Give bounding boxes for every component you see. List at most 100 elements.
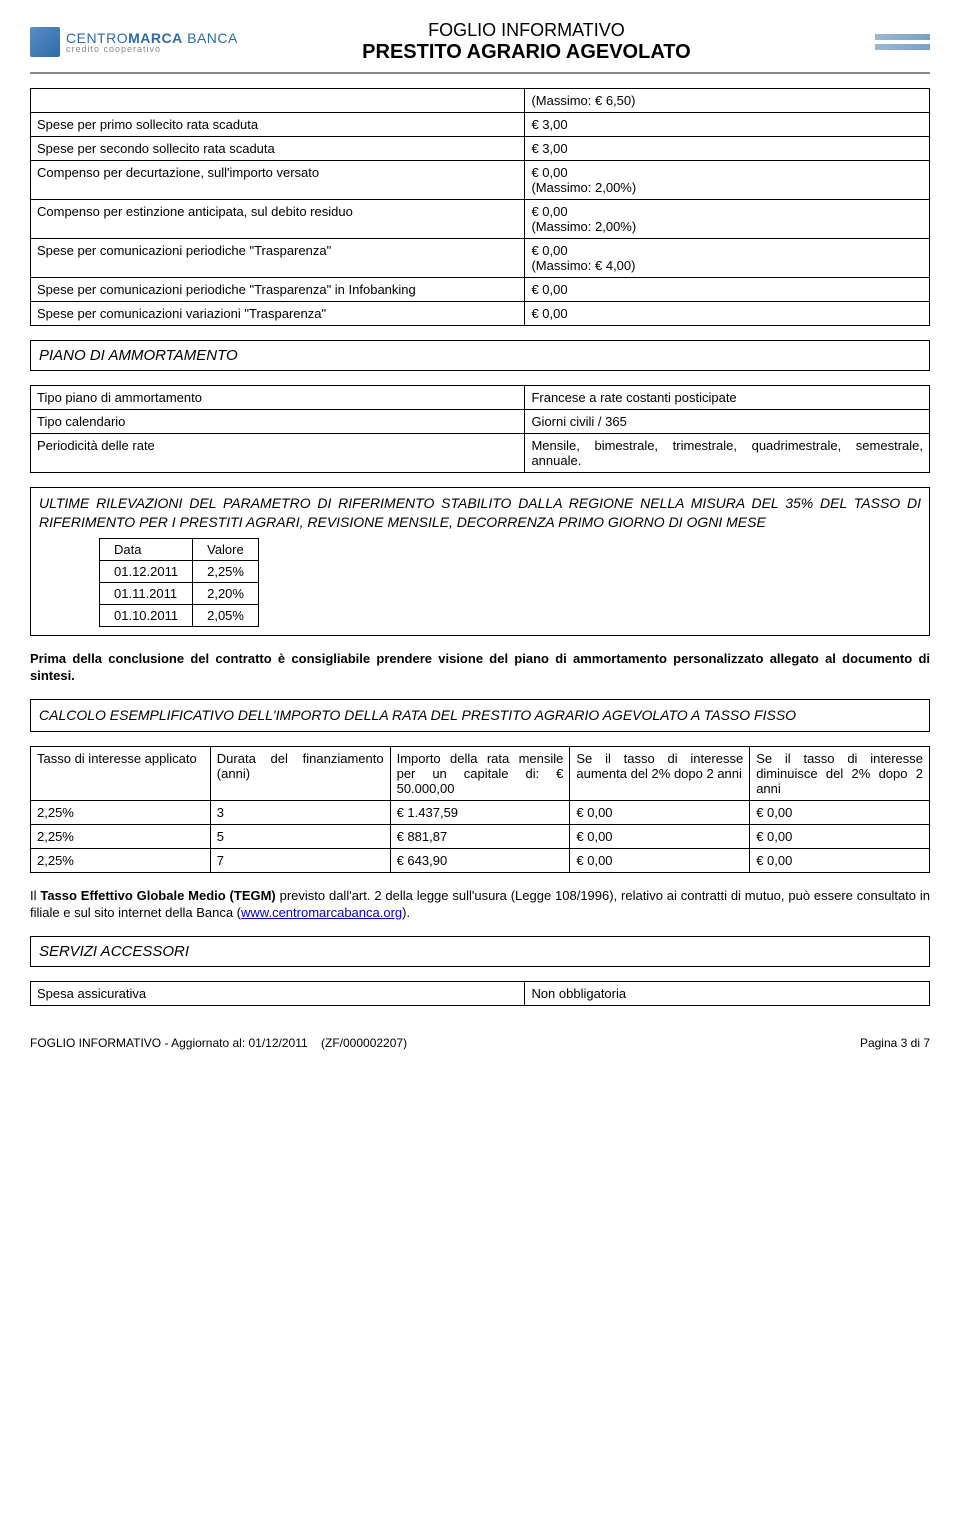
calc-cell: € 0,00 (750, 824, 930, 848)
fee-value: € 3,00 (525, 113, 930, 137)
table-row: Compenso per estinzione anticipata, sul … (31, 200, 930, 239)
calc-cell: € 643,90 (390, 848, 570, 872)
value-cell: 2,20% (193, 582, 259, 604)
logo-icon (30, 27, 60, 57)
table-row: 2,25%5€ 881,87€ 0,00€ 0,00 (31, 824, 930, 848)
fee-value: € 0,00 (Massimo: € 4,00) (525, 239, 930, 278)
fee-value: € 0,00 (Massimo: 2,00%) (525, 200, 930, 239)
column-header: Data (100, 538, 193, 560)
page-header: CENTROMARCA BANCA credito cooperativo FO… (30, 20, 930, 74)
rilevazioni-box: ULTIME RILEVAZIONI DEL PARAMETRO DI RIFE… (30, 487, 930, 636)
table-row: Spese per secondo sollecito rata scaduta… (31, 137, 930, 161)
calc-cell: € 0,00 (570, 800, 750, 824)
column-header: Se il tasso di interesse diminuisce del … (750, 746, 930, 800)
rilevazioni-table: DataValore01.12.20112,25%01.11.20112,20%… (99, 538, 259, 627)
fee-label: Spese per comunicazioni periodiche "Tras… (31, 239, 525, 278)
fee-label: Spese per primo sollecito rata scaduta (31, 113, 525, 137)
table-row: Compenso per decurtazione, sull'importo … (31, 161, 930, 200)
piano-table: Tipo piano di ammortamentoFrancese a rat… (30, 385, 930, 473)
calc-cell: € 1.437,59 (390, 800, 570, 824)
tegm-after: ). (402, 905, 410, 920)
table-row: 2,25%3€ 1.437,59€ 0,00€ 0,00 (31, 800, 930, 824)
table-row: (Massimo: € 6,50) (31, 89, 930, 113)
piano-title-box: PIANO DI AMMORTAMENTO (30, 340, 930, 371)
title-main: PRESTITO AGRARIO AGEVOLATO (362, 41, 691, 64)
table-row: 01.11.20112,20% (100, 582, 259, 604)
calc-box: CALCOLO ESEMPLIFICATIVO DELL'IMPORTO DEL… (30, 699, 930, 732)
piano-label: Periodicità delle rate (31, 434, 525, 473)
piano-title: PIANO DI AMMORTAMENTO (39, 347, 921, 364)
column-header: Importo della rata mensile per un capita… (390, 746, 570, 800)
calc-cell: € 0,00 (750, 848, 930, 872)
fee-value: € 0,00 (525, 278, 930, 302)
table-row: 01.12.20112,25% (100, 560, 259, 582)
value-cell: 2,25% (193, 560, 259, 582)
calc-cell: € 0,00 (750, 800, 930, 824)
table-row: Spese per comunicazioni variazioni "Tras… (31, 302, 930, 326)
value-cell: 2,05% (193, 604, 259, 626)
fee-label: Spese per secondo sollecito rata scaduta (31, 137, 525, 161)
fee-label: Compenso per estinzione anticipata, sul … (31, 200, 525, 239)
advice-text: Prima della conclusione del contratto è … (30, 650, 930, 685)
logo: CENTROMARCA BANCA credito cooperativo (30, 27, 238, 57)
document-title: FOGLIO INFORMATIVO PRESTITO AGRARIO AGEV… (362, 20, 691, 64)
header-decoration (875, 34, 930, 50)
calc-cell: € 0,00 (570, 848, 750, 872)
fee-value: € 0,00 (Massimo: 2,00%) (525, 161, 930, 200)
column-header: Valore (193, 538, 259, 560)
table-row: 01.10.20112,05% (100, 604, 259, 626)
title-top: FOGLIO INFORMATIVO (362, 20, 691, 41)
calc-table: Tasso di interesse applicatoDurata del f… (30, 746, 930, 873)
date-cell: 01.12.2011 (100, 560, 193, 582)
fee-label: Compenso per decurtazione, sull'importo … (31, 161, 525, 200)
table-row: Tasso di interesse applicatoDurata del f… (31, 746, 930, 800)
calc-cell: 2,25% (31, 800, 211, 824)
fee-label: Spese per comunicazioni variazioni "Tras… (31, 302, 525, 326)
tegm-prefix: Il (30, 888, 40, 903)
footer-mid: (ZF/000002207) (321, 1036, 407, 1050)
table-row: Periodicità delle rateMensile, bimestral… (31, 434, 930, 473)
table-row: 2,25%7€ 643,90€ 0,00€ 0,00 (31, 848, 930, 872)
fee-value: € 3,00 (525, 137, 930, 161)
rilevazioni-text: ULTIME RILEVAZIONI DEL PARAMETRO DI RIFE… (39, 494, 921, 532)
fee-label: Spese per comunicazioni periodiche "Tras… (31, 278, 525, 302)
calc-cell: 3 (210, 800, 390, 824)
piano-value: Giorni civili / 365 (525, 410, 930, 434)
column-header: Se il tasso di interesse aumenta del 2% … (570, 746, 750, 800)
page-footer: FOGLIO INFORMATIVO - Aggiornato al: 01/1… (30, 1036, 930, 1050)
column-header: Tasso di interesse applicato (31, 746, 211, 800)
servizi-table: Spesa assicurativa Non obbligatoria (30, 981, 930, 1006)
calc-cell: 2,25% (31, 824, 211, 848)
piano-value: Mensile, bimestrale, trimestrale, quadri… (525, 434, 930, 473)
fees-table: (Massimo: € 6,50)Spese per primo solleci… (30, 88, 930, 326)
table-row: Tipo calendarioGiorni civili / 365 (31, 410, 930, 434)
logo-text-main: CENTROMARCA BANCA (66, 31, 238, 45)
tegm-link[interactable]: www.centromarcabanca.org (241, 905, 402, 920)
tegm-paragraph: Il Tasso Effettivo Globale Medio (TEGM) … (30, 887, 930, 922)
table-row: Tipo piano di ammortamentoFrancese a rat… (31, 386, 930, 410)
table-row: Spesa assicurativa Non obbligatoria (31, 981, 930, 1005)
table-row: Spese per primo sollecito rata scaduta€ … (31, 113, 930, 137)
fee-value: € 0,00 (525, 302, 930, 326)
calc-cell: € 881,87 (390, 824, 570, 848)
piano-label: Tipo piano di ammortamento (31, 386, 525, 410)
tegm-bold: Tasso Effettivo Globale Medio (TEGM) (40, 888, 275, 903)
table-row: Spese per comunicazioni periodiche "Tras… (31, 239, 930, 278)
logo-text-sub: credito cooperativo (66, 45, 238, 54)
column-header: Durata del finanziamento (anni) (210, 746, 390, 800)
calc-cell: 2,25% (31, 848, 211, 872)
fee-value: (Massimo: € 6,50) (525, 89, 930, 113)
table-row: DataValore (100, 538, 259, 560)
table-row: Spese per comunicazioni periodiche "Tras… (31, 278, 930, 302)
footer-left: FOGLIO INFORMATIVO - Aggiornato al: 01/1… (30, 1036, 308, 1050)
servizi-val: Non obbligatoria (525, 981, 930, 1005)
servizi-title-box: SERVIZI ACCESSORI (30, 936, 930, 967)
date-cell: 01.11.2011 (100, 582, 193, 604)
footer-right: Pagina 3 di 7 (860, 1036, 930, 1050)
servizi-label: Spesa assicurativa (31, 981, 525, 1005)
calc-cell: € 0,00 (570, 824, 750, 848)
date-cell: 01.10.2011 (100, 604, 193, 626)
calc-title: CALCOLO ESEMPLIFICATIVO DELL'IMPORTO DEL… (39, 706, 921, 725)
fee-label (31, 89, 525, 113)
piano-label: Tipo calendario (31, 410, 525, 434)
